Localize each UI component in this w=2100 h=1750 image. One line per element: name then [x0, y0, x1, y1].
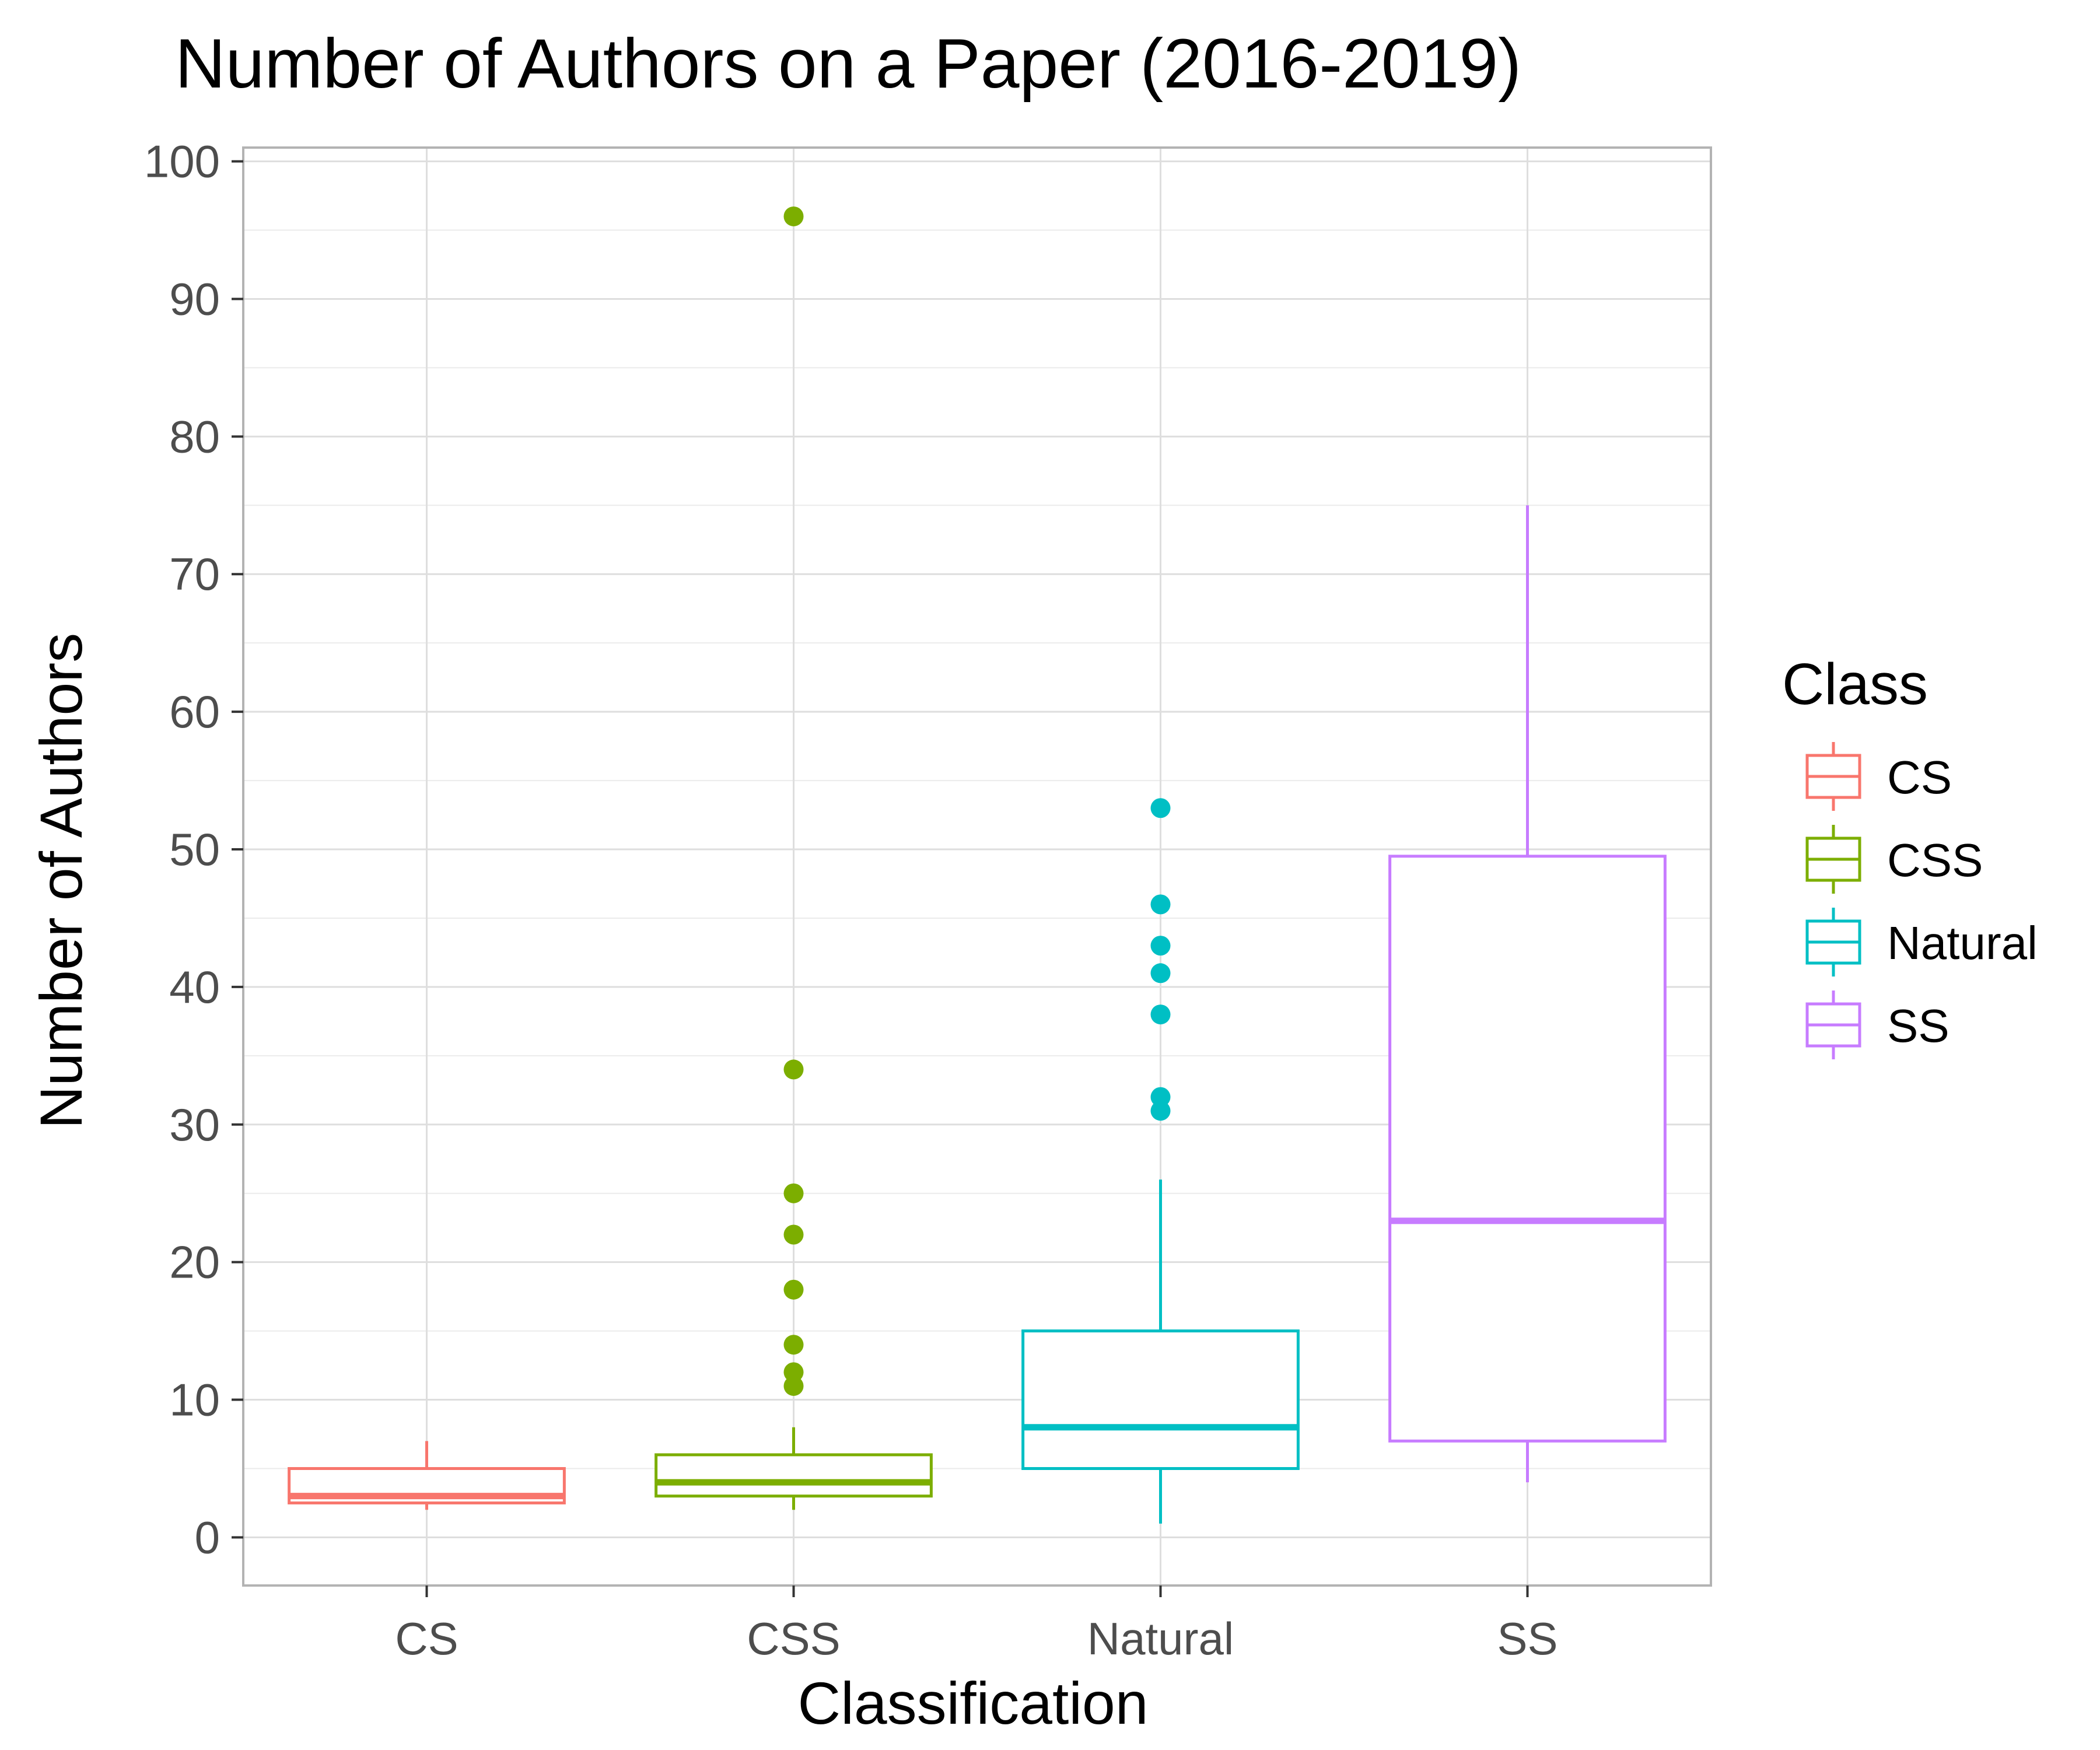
- box-cs: [288, 1441, 566, 1510]
- box: [1021, 1329, 1300, 1470]
- outlier-point: [783, 1183, 804, 1203]
- outlier-point: [783, 1224, 804, 1245]
- outlier-point: [1150, 1087, 1171, 1107]
- outlier-point: [783, 1059, 804, 1080]
- x-axis-title: Classification: [798, 1670, 1149, 1737]
- legend-key-cs: [1805, 742, 1861, 811]
- box-ss: [1388, 505, 1667, 1483]
- outlier-point: [783, 1279, 804, 1300]
- legend-label: CSS: [1887, 834, 1983, 886]
- outlier-point: [783, 1335, 804, 1355]
- x-tick-label: CS: [395, 1613, 458, 1664]
- legend-key-css: [1805, 825, 1861, 894]
- chart-title: Number of Authors on a Paper (2016-2019): [175, 24, 1521, 103]
- outlier-point: [1150, 894, 1171, 915]
- y-tick-label: 100: [144, 136, 220, 187]
- y-tick-label: 90: [169, 273, 220, 324]
- legend-key-natural: [1805, 908, 1861, 977]
- outlier-point: [783, 1362, 804, 1382]
- box: [1388, 855, 1667, 1443]
- box-css: [654, 206, 933, 1510]
- outlier-point: [783, 206, 804, 226]
- y-axis-title: Number of Authors: [28, 633, 94, 1129]
- legend-label: CS: [1887, 751, 1952, 803]
- y-tick-label: 60: [169, 686, 220, 737]
- y-tick-label: 20: [169, 1237, 220, 1288]
- panel-border: [242, 146, 1712, 1587]
- y-tick-label: 70: [169, 548, 220, 600]
- plot-panel: 0 10 20 30 40 50 60 70 80 90 100 CS CSS Natural SS: [144, 136, 1712, 1664]
- legend-label: Natural: [1887, 917, 2038, 969]
- x-tick-label: SS: [1497, 1613, 1558, 1664]
- outlier-point: [1150, 798, 1171, 818]
- y-tick-label: 40: [169, 961, 220, 1013]
- box: [654, 1453, 933, 1498]
- y-tick-label: 80: [169, 411, 220, 462]
- outlier-point: [1150, 1101, 1171, 1121]
- outlier-point: [1150, 1005, 1171, 1025]
- legend-label: SS: [1887, 1000, 1950, 1052]
- outlier-point: [783, 1376, 804, 1396]
- y-tick-label: 10: [169, 1374, 220, 1426]
- y-tick-label: 0: [195, 1511, 220, 1563]
- legend-key-ss: [1805, 991, 1861, 1059]
- y-tick-label: 50: [169, 824, 220, 875]
- legend-title: Class: [1782, 652, 1928, 717]
- outlier-point: [1150, 963, 1171, 984]
- y-tick-label: 30: [169, 1099, 220, 1150]
- outlier-point: [1150, 936, 1171, 956]
- x-tick-label: Natural: [1087, 1613, 1234, 1664]
- legend: Class CS CSS Natural SS: [1782, 652, 2038, 1059]
- box-natural: [1021, 798, 1300, 1524]
- x-tick-label: CSS: [747, 1613, 840, 1664]
